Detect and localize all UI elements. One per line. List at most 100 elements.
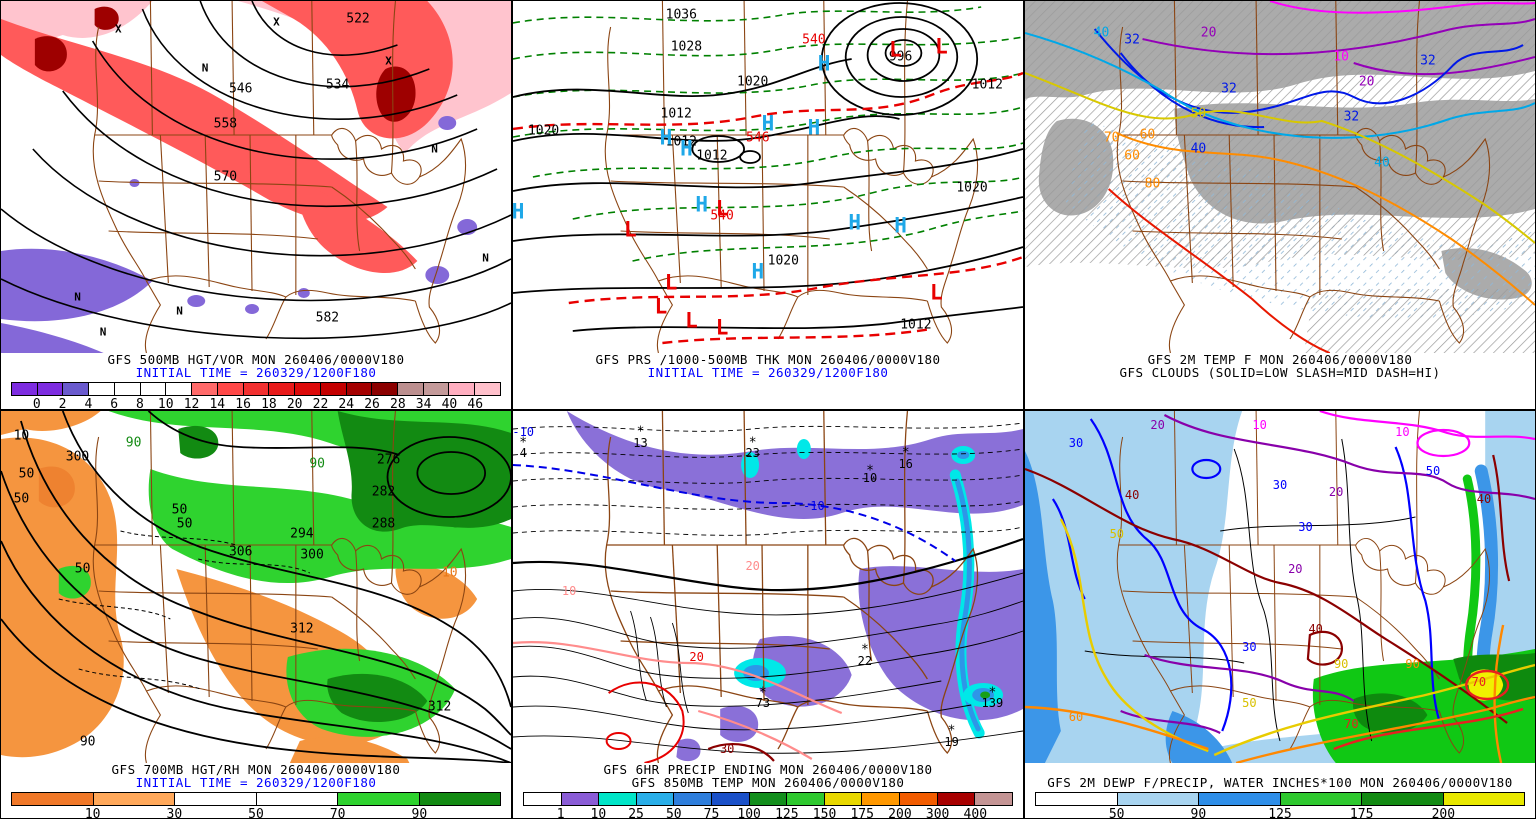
colorbar-cell	[937, 793, 976, 805]
map-title: GFS PRS /1000-500MB THK MON 260406/0000V…	[595, 352, 941, 367]
colorbar-cell	[636, 793, 675, 805]
colorbar-cell	[475, 383, 500, 395]
colorbar-tick-label: 50	[248, 807, 264, 819]
thickness-red-layer	[513, 71, 1023, 345]
panel-titles: GFS 2M TEMP F MON 260406/0000V180 GFS CL…	[1025, 353, 1535, 380]
map-title: GFS 500MB HGT/VOR MON 260406/0000V180	[107, 352, 405, 367]
colorbar-tick-label: 50	[1108, 807, 1125, 819]
warm-contours-red	[605, 681, 685, 763]
colorbar-cell	[975, 793, 1012, 805]
colorbar-tick-label: 26	[364, 397, 380, 410]
colorbar-cell	[398, 383, 424, 395]
panel-mslp-thickness[interactable]: 1036 1028 1020 1012 1012 1012 1020 1020 1020 1012…	[512, 0, 1024, 410]
colorbar-tick-label: 300	[925, 807, 950, 819]
colorbar-cell	[1117, 793, 1199, 805]
colorbar-cell	[1280, 793, 1362, 805]
colorbar-cell	[787, 793, 825, 805]
dewp-contours-red	[1333, 669, 1524, 751]
colorbar-tick-label: 50	[665, 807, 682, 819]
colorbar-cell	[256, 793, 338, 805]
warm-contour-darkred	[707, 743, 775, 762]
panel-700mb-rh[interactable]: 10 300 50 50 276 282 288 294 300 306 312 312 50 50 50 9…	[0, 410, 512, 819]
colorbar-cell	[12, 793, 94, 805]
colorbar-labels: 50 90 125 175 200	[1035, 806, 1525, 819]
height-contour-layer	[1, 1, 511, 340]
dewp-contours-orange	[1025, 624, 1535, 763]
colorbar-cell	[524, 793, 562, 805]
colorbar-tick-label: 34	[415, 397, 432, 410]
colorbar-tick-label: 22	[312, 397, 329, 410]
colorbar-tick-label: 25	[628, 807, 644, 819]
colorbar-tick-label: 6	[110, 397, 119, 410]
dewp-contours-darkred	[1025, 454, 1511, 724]
colorbar-cell	[295, 383, 321, 395]
colorbar-tick-label: 10	[590, 807, 607, 819]
rh-fill-layer	[1, 411, 511, 763]
map-canvas	[513, 1, 1023, 353]
colorbar-tick-label: 0	[32, 397, 41, 410]
colorbar-cells	[11, 382, 501, 396]
map-subtitle: GFS CLOUDS (SOLID=LOW SLASH=MID DASH=HI)	[1119, 365, 1441, 380]
map-700mb-rh: 10 300 50 50 276 282 288 294 300 306 312 312 50 50 50 9…	[1, 411, 511, 763]
colorbar-cell	[114, 383, 141, 395]
colorbar-tick-label: 10	[84, 807, 101, 819]
panel-precip-850temp[interactable]: -10 -10 * 13 * 23 * 16 * 10 * 4 * 73 * 22 * 139 * 19 10 20 20 3…	[512, 410, 1024, 819]
colorbar-cell	[217, 383, 244, 395]
colorbar-cell	[89, 383, 115, 395]
colorbar-cell	[63, 383, 90, 395]
colorbar-cell	[140, 383, 167, 395]
map-precip-850temp: -10 -10 * 13 * 23 * 16 * 10 * 4 * 73 * 22 * 139 * 19 10 20 20 3…	[513, 411, 1023, 763]
colorbar-tick-label: 125	[1268, 807, 1292, 819]
colorbar-cell	[338, 793, 420, 805]
panel-500mb-vorticity[interactable]: 522 534 546 558 570 582 X X X N N N N N N GFS 500MB HG…	[0, 0, 512, 410]
map-500mb-vorticity: 522 534 546 558 570 582 X X X N N N N N N	[1, 1, 511, 353]
colorbar-tick-label: 100	[737, 807, 761, 819]
colorbar-cell	[712, 793, 750, 805]
colorbar-precip: 1 10 25 50 75 100 125 150 175 200 300 400	[523, 792, 1013, 819]
panel-2m-temp-clouds[interactable]: 40 20 10 20 32 32 32 32 40 40 50 60 70 60 80 GFS 2M TE…	[1024, 0, 1536, 410]
height-contour-layer	[1, 411, 511, 763]
dewp-contours-yellow	[1059, 518, 1535, 757]
map-subtitle: GFS 2M DEWP F/PRECIP, WATER INCHES*100 M…	[1047, 775, 1513, 790]
isobar-layer	[513, 2, 1023, 332]
colorbar-tick-label: 200	[888, 807, 912, 819]
colorbar-tick-label: 400	[963, 807, 988, 819]
colorbar-tick-label: 14	[209, 397, 226, 410]
colorbar-labels: 0 2 4 6 8 10 12 14 16 18 20 22 24 26 28 34 40 46	[11, 396, 501, 410]
colorbar-humidity: 10 30 50 70 90	[11, 792, 501, 819]
minus10-line	[513, 464, 956, 562]
map-canvas	[1025, 1, 1535, 353]
colorbar-cell	[900, 793, 938, 805]
colorbar-cell	[269, 383, 296, 395]
colorbar-cell	[1036, 793, 1118, 805]
colorbar-cell	[599, 793, 637, 805]
colorbar-cell	[423, 383, 450, 395]
map-subtitle: INITIAL TIME = 260329/1200F180	[135, 365, 377, 380]
colorbar-vorticity: 0 2 4 6 8 10 12 14 16 18 20 22 24 26 28 34 40 46	[11, 382, 501, 410]
map-2m-temp-clouds: 40 20 10 20 32 32 32 32 40 40 50 60 70 60 80	[1025, 1, 1535, 353]
map-canvas	[1, 1, 511, 353]
panel-titles: GFS 500MB HGT/VOR MON 260406/0000V180 IN…	[1, 353, 511, 380]
colorbar-cell	[12, 383, 38, 395]
colorbar-cell	[561, 793, 600, 805]
colorbar-labels: 1 10 25 50 75 100 125 150 175 200 300 400	[523, 806, 1013, 819]
colorbar-tick-label: 40	[441, 397, 458, 410]
map-title: GFS 700MB HGT/RH MON 260406/0000V180	[111, 762, 401, 777]
colorbar-cell	[1199, 793, 1281, 805]
zero-line	[513, 537, 1023, 592]
colorbar-cell	[824, 793, 863, 805]
map-mslp-thickness: 1036 1028 1020 1012 1012 1012 1020 1020 1020 1012…	[513, 1, 1023, 353]
map-subtitle: INITIAL TIME = 260329/1200F180	[647, 365, 889, 380]
panel-dewpoint-pwat[interactable]: 30 50 30 30 30 20 20 20 10 10 40 40 40 50 50 90 60 90 70 70…	[1024, 410, 1536, 819]
dewp-contours-purple	[1120, 414, 1535, 734]
colorbar-tick-label: 70	[329, 807, 346, 819]
colorbar-cell	[419, 793, 500, 805]
map-canvas	[1025, 411, 1535, 763]
map-canvas	[1, 411, 511, 763]
colorbar-cell	[1443, 793, 1524, 805]
map-title: GFS 2M TEMP F MON 260406/0000V180	[1147, 352, 1413, 367]
colorbar-cell	[93, 793, 175, 805]
colorbar-cell	[449, 383, 476, 395]
panel-titles: GFS 2M DEWP F/PRECIP, WATER INCHES*100 M…	[1025, 763, 1535, 790]
